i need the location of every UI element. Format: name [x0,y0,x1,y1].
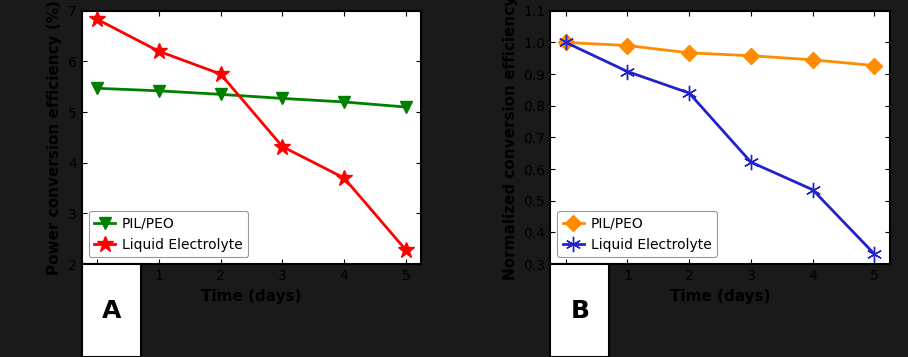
PIL/PEO [807,58,818,62]
Liquid Electrolyte [622,69,633,74]
PIL/PEO [92,86,103,90]
PIL/PEO [277,96,288,101]
Liquid Electrolyte [400,248,411,252]
Y-axis label: Normalized conversion efficiency: Normalized conversion efficiency [503,0,518,280]
PIL/PEO [622,44,633,48]
Y-axis label: Power conversion efficiency (%): Power conversion efficiency (%) [47,0,63,275]
Liquid Electrolyte [153,49,164,54]
X-axis label: Time (days): Time (days) [670,288,770,303]
PIL/PEO [400,105,411,109]
PIL/PEO [869,64,880,68]
Liquid Electrolyte [869,252,880,256]
Line: Liquid Electrolyte: Liquid Electrolyte [89,11,414,258]
Liquid Electrolyte [92,17,103,21]
Line: PIL/PEO: PIL/PEO [560,37,880,71]
Liquid Electrolyte [684,91,695,95]
Liquid Electrolyte [745,160,756,164]
Line: PIL/PEO: PIL/PEO [92,83,411,112]
PIL/PEO [215,92,226,96]
Legend: PIL/PEO, Liquid Electrolyte: PIL/PEO, Liquid Electrolyte [89,211,248,257]
PIL/PEO [560,40,571,45]
Text: A: A [102,298,121,323]
Liquid Electrolyte [215,72,226,76]
Liquid Electrolyte [560,40,571,45]
Line: Liquid Electrolyte: Liquid Electrolyte [558,35,882,262]
PIL/PEO [153,89,164,93]
Legend: PIL/PEO, Liquid Electrolyte: PIL/PEO, Liquid Electrolyte [558,211,717,257]
Liquid Electrolyte [339,176,350,180]
PIL/PEO [339,100,350,104]
Text: B: B [570,298,589,323]
Liquid Electrolyte [277,145,288,149]
X-axis label: Time (days): Time (days) [202,288,301,303]
Liquid Electrolyte [807,187,818,192]
PIL/PEO [684,51,695,55]
PIL/PEO [745,54,756,58]
